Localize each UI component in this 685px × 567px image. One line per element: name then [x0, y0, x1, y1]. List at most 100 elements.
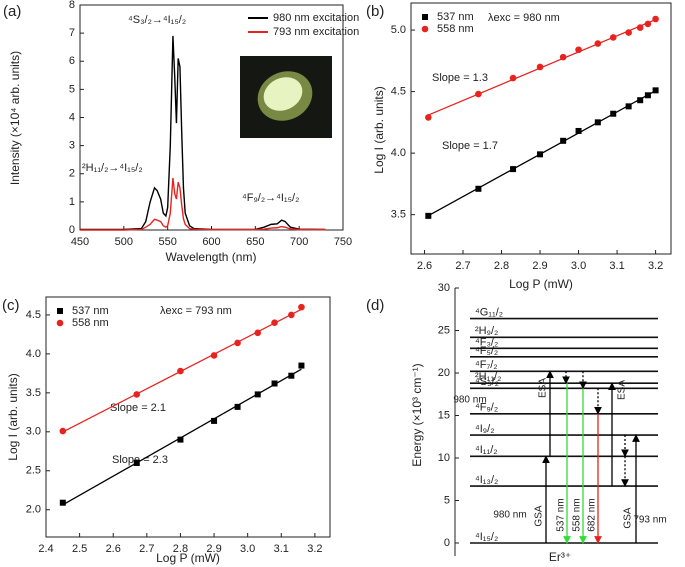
data-point	[610, 110, 617, 117]
data-point	[644, 92, 651, 99]
transition-label: GSA	[534, 505, 545, 526]
x-tick-label: 2.4	[38, 543, 53, 555]
x-tick-label: 2.6	[106, 543, 121, 555]
data-point	[210, 352, 218, 359]
spectrum-line	[80, 35, 326, 231]
data-point	[510, 166, 517, 173]
data-point	[560, 137, 567, 144]
x-tick-label: 600	[202, 236, 220, 248]
x-tick-label: 2.9	[206, 543, 221, 555]
y-tick-label: 4.0	[391, 147, 406, 159]
data-point	[133, 459, 140, 466]
data-point	[594, 119, 601, 126]
data-point	[575, 127, 582, 134]
y-tick-label: 7	[69, 27, 75, 39]
y-tick-label: 5	[69, 83, 75, 95]
x-axis-label: Er³⁺	[549, 550, 571, 564]
legend-label: 537 nm	[72, 305, 109, 317]
legend-marker	[57, 308, 63, 314]
y-tick-label: 0	[69, 224, 75, 236]
data-point	[59, 427, 67, 435]
data-point	[652, 15, 659, 23]
x-tick-label: 3.0	[240, 543, 255, 555]
y-tick-label: 20	[438, 367, 450, 379]
level-label: ⁴S₃/₂	[475, 376, 499, 388]
y-tick-label: 4.0	[26, 348, 41, 360]
y-tick-label: 5.0	[391, 24, 406, 36]
annotation: λexc = 793 nm	[160, 305, 232, 317]
y-tick-label: 0	[444, 537, 450, 549]
annotation: Slope = 2.1	[110, 402, 166, 414]
x-axis-label: Wavelength (nm)	[166, 250, 257, 264]
legend-label: 558 nm	[437, 23, 474, 35]
data-point	[133, 391, 141, 398]
x-tick-label: 2.9	[532, 260, 547, 272]
transition-label: 980 nm	[493, 510, 526, 521]
data-point	[254, 391, 261, 398]
y-tick-label: 4.5	[26, 309, 41, 321]
transition-label: 537 nm	[556, 498, 567, 531]
data-point	[59, 499, 66, 506]
y-tick-label: 3.5	[26, 387, 41, 399]
legend-label: 537 nm	[437, 11, 474, 23]
x-tick-label: 500	[115, 236, 133, 248]
level-label: ²H₁₁/₂	[475, 371, 501, 383]
x-axis-label: Log P (mW)	[509, 277, 573, 291]
annotation: ²H₁₁/₂→⁴I₁₅/₂	[82, 162, 143, 174]
data-point	[536, 63, 544, 71]
level-label: ⁴F₃/₂	[475, 336, 498, 348]
x-tick-label: 3.2	[648, 260, 663, 272]
x-tick-label: 2.7	[139, 543, 154, 555]
x-tick-label: 2.7	[455, 260, 470, 272]
plot-frame	[410, 2, 672, 255]
inset-photo	[240, 56, 332, 138]
data-point	[288, 311, 295, 319]
x-tick-label: 2.5	[72, 543, 87, 555]
x-tick-label: 450	[71, 236, 89, 248]
transition-label: 793 nm	[633, 515, 666, 526]
y-tick-label: 4	[69, 111, 75, 123]
x-tick-label: 2.8	[494, 260, 509, 272]
legend-marker	[422, 14, 428, 20]
data-point	[234, 403, 241, 410]
y-axis-label: Intensity (×10⁴ arb. units)	[8, 51, 22, 185]
data-point	[298, 303, 305, 311]
legend-label: 558 nm	[72, 317, 109, 329]
y-tick-label: 4.5	[391, 85, 406, 97]
data-point	[425, 114, 432, 121]
data-point	[234, 339, 241, 347]
annotation: Slope = 2.3	[112, 454, 168, 466]
x-tick-label: 2.6	[417, 260, 432, 272]
annotation: λexc = 980 nm	[488, 12, 560, 24]
x-tick-label: 3.2	[307, 543, 322, 555]
y-tick-label: 1	[69, 196, 75, 208]
data-point	[475, 185, 482, 192]
y-tick-label: 6	[69, 55, 75, 67]
panel-label: (a)	[3, 3, 21, 20]
data-point	[559, 53, 567, 61]
x-tick-label: 750	[334, 236, 352, 248]
data-point	[288, 372, 295, 379]
transition-label: ESA	[617, 380, 628, 400]
panel-label: (d)	[366, 297, 384, 314]
y-axis-label: Energy (×10³ cm⁻¹)	[410, 363, 424, 466]
y-tick-label: 2.0	[26, 504, 41, 516]
data-point	[537, 151, 544, 158]
y-tick-label: 3.0	[26, 426, 41, 438]
x-tick-label: 3.0	[571, 260, 586, 272]
annotation: Slope = 1.3	[432, 72, 488, 84]
data-point	[636, 24, 644, 31]
data-point	[475, 90, 482, 98]
data-point	[425, 212, 432, 219]
data-point	[271, 380, 278, 387]
data-point	[637, 97, 644, 104]
annotation: ⁴S₃/₂→⁴I₁₅/₂	[128, 14, 186, 26]
y-tick-label: 30	[438, 282, 450, 294]
annotation: Slope = 1.7	[442, 140, 498, 152]
legend-label: 793 nm excitation	[273, 26, 359, 38]
y-axis-label: Log I (arb. units)	[372, 86, 386, 173]
level-label: ²H₉/₂	[475, 325, 498, 337]
data-point	[177, 367, 184, 375]
data-point	[625, 29, 632, 36]
y-tick-label: 5	[444, 494, 450, 506]
